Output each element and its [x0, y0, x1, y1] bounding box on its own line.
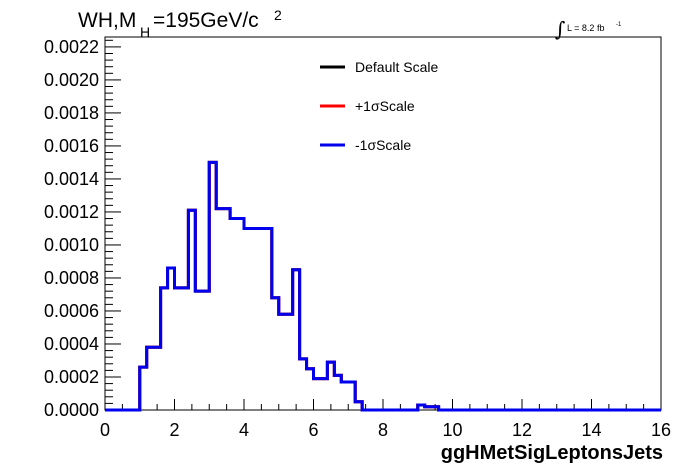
legend-label-minus1sigma: -1σScale: [355, 137, 411, 153]
title-prefix: WH,M: [78, 9, 136, 32]
y-axis: 0.0000 0.0002 0.0004 0.0006 0.0008 0.0010 0.00…: [44, 37, 121, 420]
legend-label-default: Default Scale: [355, 59, 438, 75]
y-tick-label: 0.0004: [44, 334, 99, 354]
x-tick-label: 6: [308, 420, 318, 440]
x-tick-label: 4: [239, 420, 249, 440]
luminosity-text: L = 8.2 fb: [567, 23, 604, 33]
x-axis: 0 2 4 6 8 10 12 14 16: [100, 399, 671, 440]
y-tick-label: 0.0012: [44, 202, 99, 222]
title-value: =195GeV/c: [153, 9, 259, 32]
x-tick-label: 2: [169, 420, 179, 440]
y-tick-label: 0.0016: [44, 136, 99, 156]
x-axis-title: ggHMetSigLeptonsJets: [441, 442, 663, 464]
y-tick-label: 0.0018: [44, 103, 99, 123]
luminosity-superscript: -1: [616, 22, 622, 28]
y-tick-label: 0.0020: [44, 70, 99, 90]
x-tick-label: 0: [100, 420, 110, 440]
x-tick-label: 8: [378, 420, 388, 440]
y-tick-label: 0.0008: [44, 268, 99, 288]
integral-symbol: ∫: [555, 17, 565, 41]
x-tick-label: 16: [651, 420, 671, 440]
x-tick-label: 10: [442, 420, 462, 440]
legend: Default Scale +1σScale -1σScale: [320, 59, 438, 153]
x-tick-label: 12: [512, 420, 532, 440]
series-layer: [105, 160, 661, 412]
y-tick-label: 0.0022: [44, 37, 99, 57]
y-tick-label: 0.0010: [44, 235, 99, 255]
y-tick-label: 0.0014: [44, 169, 99, 189]
y-tick-label: 0.0000: [44, 400, 99, 420]
title-subscript: H: [140, 24, 150, 40]
chart-title: WH,M H =195GeV/c 2: [78, 7, 282, 40]
luminosity-label: ∫ L = 8.2 fb -1: [555, 17, 622, 41]
legend-label-plus1sigma: +1σScale: [355, 98, 415, 114]
y-tick-label: 0.0002: [44, 367, 99, 387]
x-tick-label: 14: [581, 420, 601, 440]
series-minus1sigma-scale: [105, 160, 661, 412]
y-tick-label: 0.0006: [44, 301, 99, 321]
title-superscript: 2: [274, 7, 282, 23]
